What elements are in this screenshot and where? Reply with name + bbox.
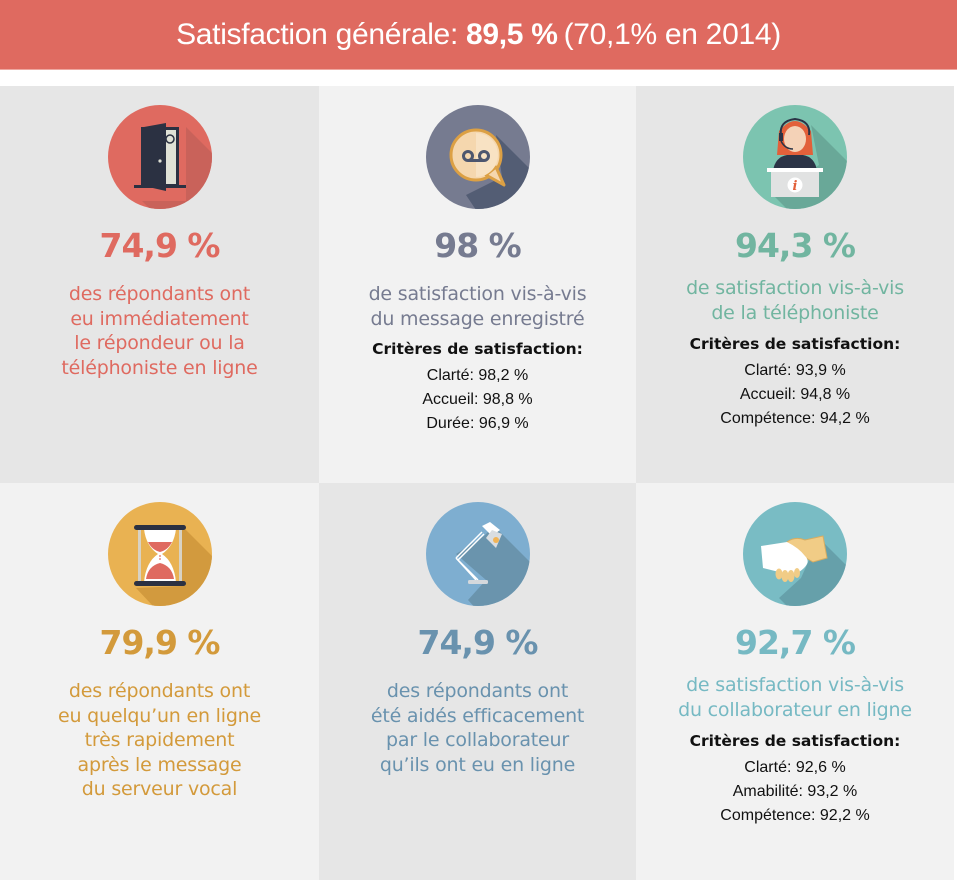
criteria-item: Amabilité: 93,2 %: [732, 783, 858, 800]
percent-value: 74,9 %: [417, 623, 539, 662]
description-line: qu’ils ont eu en ligne: [379, 753, 576, 776]
description: de satisfaction vis-à-vis du collaborate…: [636, 673, 954, 722]
description-line: de la téléphoniste: [711, 301, 879, 324]
description-line: le répondeur ou la: [74, 332, 245, 354]
criteria-item: Durée: 96,9 %: [426, 415, 529, 432]
criteria-list: Critères de satisfaction: Clarté: 93,9 %…: [636, 335, 954, 431]
description-line: eu quelqu’un en ligne: [57, 704, 262, 727]
percent-value: 79,9 %: [99, 623, 221, 662]
description: des répondants ont eu quelqu’un en ligne…: [0, 679, 319, 802]
panel-operator: i 94,3 % de satisfaction vis-à-vis de la…: [636, 86, 954, 483]
description-line: des répondants ont: [68, 680, 251, 702]
header-banner: Satisfaction générale: 89,5 % (70,1% en …: [0, 0, 957, 70]
description: des répondants ont eu immédiatement le r…: [0, 282, 319, 380]
description: de satisfaction vis-à-vis de la téléphon…: [636, 276, 954, 325]
description-line: par le collaborateur: [386, 729, 569, 751]
svg-text:i: i: [793, 179, 798, 194]
description: de satisfaction vis-à-vis du message enr…: [319, 282, 636, 331]
description-line: été aidés efficacement: [370, 704, 585, 727]
percent-value: 92,7 %: [735, 623, 856, 662]
description-line: du message enregistré: [370, 307, 585, 330]
criteria-item: Accueil: 94,8 %: [739, 386, 851, 403]
criteria-item: Clarté: 92,6 %: [744, 759, 846, 776]
criteria-item: Compétence: 92,2 %: [720, 807, 870, 824]
percent-value: 94,3 %: [735, 226, 856, 265]
previous-year-comparison: (70,1% en 2014): [563, 17, 782, 51]
description-line: téléphoniste en ligne: [61, 356, 258, 379]
voicemail-icon: [425, 105, 530, 209]
description-line: de satisfaction vis-à-vis: [686, 674, 904, 696]
description-line: très rapidement: [84, 729, 235, 751]
description-line: du serveur vocal: [81, 778, 238, 800]
handshake-icon: [743, 502, 847, 606]
panel-collaborator: 92,7 % de satisfaction vis-à-vis du coll…: [636, 483, 954, 880]
criteria-list: Critères de satisfaction: Clarté: 98,2 %…: [319, 340, 636, 436]
description-line: du collaborateur en ligne: [678, 698, 912, 721]
desk-lamp-icon: [425, 502, 530, 606]
panel-effective-help: 74,9 % des répondants ont été aidés effi…: [319, 483, 636, 880]
description-line: après le message: [77, 753, 242, 776]
percent-value: 74,9 %: [99, 226, 221, 265]
description-line: de satisfaction vis-à-vis: [368, 283, 587, 305]
operator-icon: i: [743, 105, 847, 209]
panel-quick-answer: 79,9 % des répondants ont eu quelqu’un e…: [0, 483, 319, 880]
percent-value: 98 %: [434, 226, 521, 265]
criteria-item: Clarté: 93,9 %: [744, 362, 846, 379]
description-line: eu immédiatement: [70, 307, 249, 330]
hourglass-icon: [107, 502, 212, 606]
description-line: de satisfaction vis-à-vis: [686, 277, 904, 299]
criteria-list: Critères de satisfaction: Clarté: 92,6 %…: [636, 732, 954, 828]
description-line: des répondants ont: [386, 680, 569, 702]
description: des répondants ont été aidés efficacemen…: [319, 679, 636, 777]
criteria-title: Critères de satisfaction:: [689, 732, 901, 750]
criteria-item: Clarté: 98,2 %: [426, 367, 529, 384]
criteria-title: Critères de satisfaction:: [372, 340, 583, 358]
criteria-item: Accueil: 98,8 %: [422, 391, 533, 408]
door-icon: [107, 105, 212, 209]
criteria-item: Compétence: 94,2 %: [720, 410, 870, 427]
panel-immediate-answer: 74,9 % des répondants ont eu immédiateme…: [0, 86, 319, 483]
stats-grid: 74,9 % des répondants ont eu immédiateme…: [0, 86, 954, 880]
criteria-title: Critères de satisfaction:: [689, 335, 901, 353]
description-line: des répondants ont: [68, 283, 251, 305]
panel-recorded-message: 98 % de satisfaction vis-à-vis du messag…: [319, 86, 636, 483]
header-label: Satisfaction générale:: [176, 17, 458, 51]
overall-satisfaction-value: 89,5 %: [465, 17, 558, 51]
